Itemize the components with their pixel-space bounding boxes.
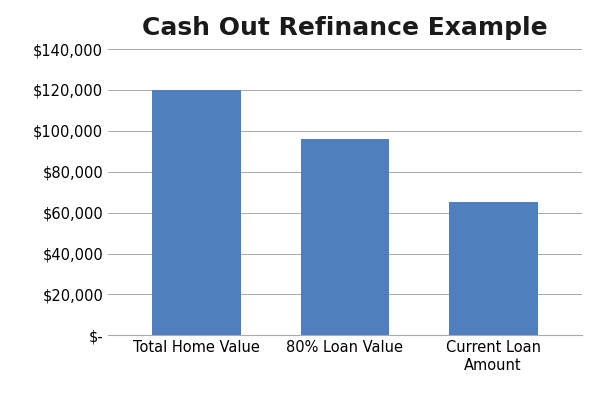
Bar xyxy=(301,139,389,335)
Bar xyxy=(152,90,241,335)
Title: Cash Out Refinance Example: Cash Out Refinance Example xyxy=(142,16,548,40)
Bar xyxy=(449,202,538,335)
